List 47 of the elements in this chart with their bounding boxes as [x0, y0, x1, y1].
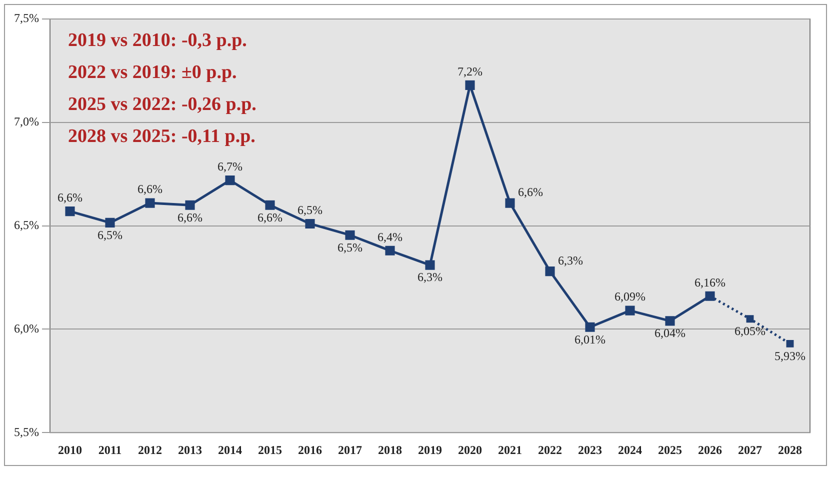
data-label: 6,6%: [137, 182, 162, 196]
x-tick-label: 2010: [58, 442, 82, 457]
data-label: 7,2%: [458, 64, 482, 78]
data-label: 6,6%: [257, 210, 282, 224]
x-tick-label: 2018: [378, 442, 402, 457]
x-tick-label: 2017: [338, 442, 362, 457]
data-label: 6,05%: [734, 324, 766, 338]
x-tick-label: 2011: [98, 442, 122, 457]
x-tick-label: 2028: [778, 442, 802, 457]
annotation: 2022 vs 2019: ±0 p.p.: [68, 62, 237, 83]
data-label: 6,5%: [97, 228, 122, 242]
data-label: 6,3%: [558, 253, 583, 268]
x-tick-label: 2020: [458, 442, 482, 457]
x-tick-label: 2023: [578, 442, 602, 457]
x-tick-label: 2022: [538, 442, 562, 457]
x-tick-label: 2024: [618, 442, 642, 457]
data-label: 6,04%: [654, 326, 686, 340]
data-label: 6,6%: [518, 185, 543, 200]
x-tick-label: 2014: [218, 442, 242, 457]
annotation: 2025 vs 2022: -0,26 p.p.: [68, 94, 256, 115]
y-tick-label: 7,0%: [14, 114, 39, 129]
y-tick-label: 6,5%: [14, 218, 39, 232]
x-tick-label: 2026: [698, 442, 722, 457]
data-label: 6,09%: [614, 290, 646, 304]
x-tick-label: 2012: [138, 442, 162, 457]
x-tick-label: 2027: [738, 442, 762, 457]
x-tick-label: 2013: [178, 442, 202, 457]
x-tick-label: 2025: [658, 442, 682, 457]
data-label: 6,16%: [694, 275, 726, 290]
data-label: 6,6%: [57, 190, 82, 204]
y-tick-label: 7,5%: [14, 11, 39, 26]
data-label: 6,5%: [338, 240, 362, 254]
x-tick-label: 2016: [298, 442, 322, 457]
annotation: 2019 vs 2010: -0,3 p.p.: [68, 30, 247, 51]
data-label: 6,7%: [217, 159, 242, 174]
data-label: 6,3%: [418, 270, 442, 284]
data-label: 5,93%: [774, 348, 806, 363]
y-tick-label: 5,5%: [14, 424, 39, 439]
y-tick-label: 6,0%: [14, 321, 39, 336]
data-label: 6,4%: [378, 230, 402, 244]
x-tick-label: 2015: [258, 442, 282, 457]
x-tick-label: 2021: [498, 442, 522, 457]
data-label: 6,5%: [297, 202, 322, 217]
data-label: 6,6%: [177, 210, 202, 224]
annotation: 2028 vs 2025: -0,11 p.p.: [68, 126, 256, 147]
data-label: 6,01%: [574, 332, 606, 346]
x-tick-label: 2019: [418, 442, 442, 457]
